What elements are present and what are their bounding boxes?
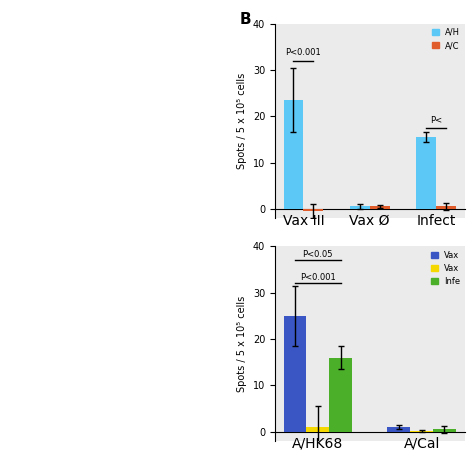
Bar [303,209,323,211]
Text: P<0.05: P<0.05 [302,250,333,259]
Bar [350,207,370,209]
Text: B: B [239,12,251,27]
Text: P<: P< [430,117,443,126]
Bar [283,316,306,431]
Bar [387,427,410,431]
Y-axis label: Spots / 5 x 10⁵ cells: Spots / 5 x 10⁵ cells [237,295,247,392]
Bar [283,100,303,209]
Bar [433,429,456,431]
Text: P<0.001: P<0.001 [285,48,321,57]
Bar [416,137,436,209]
Bar [306,427,329,431]
Y-axis label: Spots / 5 x 10⁵ cells: Spots / 5 x 10⁵ cells [237,73,247,169]
Text: P<0.001: P<0.001 [300,273,336,282]
Bar [370,207,390,209]
Bar [436,207,456,209]
Legend: A/H, A/C: A/H, A/C [428,25,464,54]
Legend: Vax, Vax, Infe: Vax, Vax, Infe [428,247,464,289]
Bar [329,357,352,431]
